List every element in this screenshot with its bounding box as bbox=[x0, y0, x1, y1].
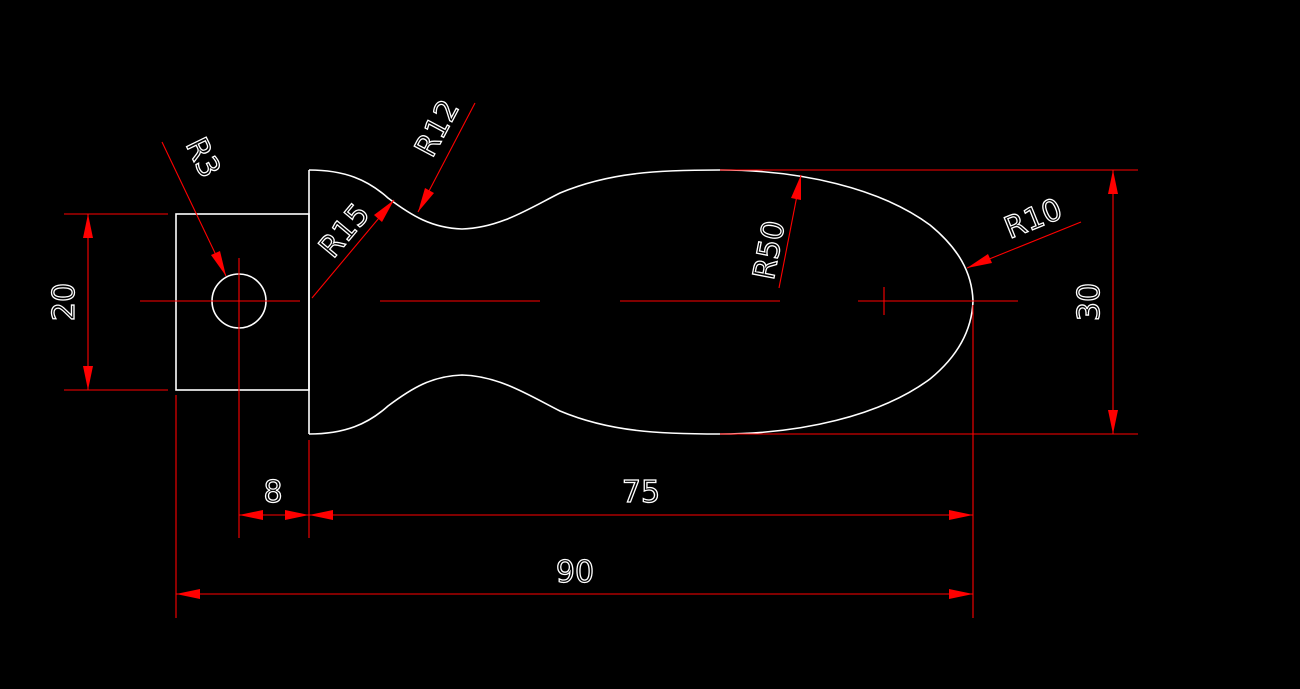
dim-90-label: 90 bbox=[556, 555, 594, 590]
center-lines bbox=[140, 258, 1018, 538]
dim-r10-label: R10 bbox=[1000, 192, 1068, 247]
dimension-texts: 20 30 8 75 90 R3 R12 R15 R50 R10 bbox=[46, 94, 1107, 591]
dimension-lines bbox=[64, 102, 1138, 618]
handle-outline-top bbox=[308, 169, 974, 302]
part-geometry bbox=[175, 169, 974, 435]
dim-r15-label: R15 bbox=[312, 197, 377, 265]
handle-outline-bottom bbox=[308, 300, 974, 435]
dim-8-label: 8 bbox=[263, 475, 282, 510]
dim-r12-label: R12 bbox=[408, 94, 467, 163]
dim-20-label: 20 bbox=[47, 283, 82, 321]
base-block bbox=[175, 213, 310, 391]
dim-30-label: 30 bbox=[1072, 283, 1107, 321]
dim-r50-label: R50 bbox=[747, 218, 793, 283]
dim-r3-label: R3 bbox=[178, 132, 227, 183]
dim-75-label: 75 bbox=[622, 475, 660, 510]
